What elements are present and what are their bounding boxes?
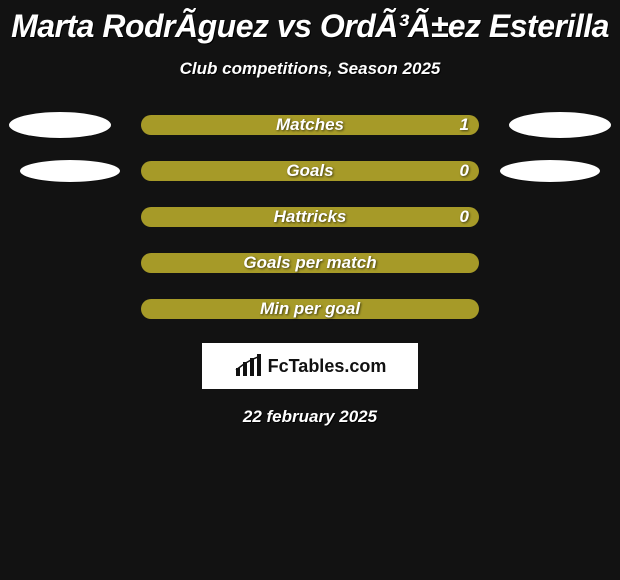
right-orb xyxy=(500,160,600,182)
stat-label: Goals per match xyxy=(243,253,376,273)
stat-rows: Matches 1 Goals 0 Hattricks 0 Goals per match M… xyxy=(0,115,620,319)
stat-label: Matches xyxy=(276,115,344,135)
stat-row: Min per goal xyxy=(0,299,620,319)
stat-bar: Goals per match xyxy=(141,253,479,273)
stat-label: Hattricks xyxy=(274,207,347,227)
stat-bar: Hattricks 0 xyxy=(141,207,479,227)
stat-label: Goals xyxy=(286,161,333,181)
stat-row: Hattricks 0 xyxy=(0,207,620,227)
stat-bar: Goals 0 xyxy=(141,161,479,181)
left-orb xyxy=(9,112,111,138)
comparison-title: Marta RodrÃ­guez vs OrdÃ³Ã±ez Esterilla xyxy=(0,0,620,45)
stat-row: Matches 1 xyxy=(0,115,620,135)
stat-bar: Matches 1 xyxy=(141,115,479,135)
left-orb xyxy=(20,160,120,182)
stat-row: Goals per match xyxy=(0,253,620,273)
stat-bar: Min per goal xyxy=(141,299,479,319)
watermark-badge: FcTables.com xyxy=(202,343,418,389)
snapshot-date: 22 february 2025 xyxy=(0,407,620,427)
stat-value-right: 1 xyxy=(460,115,469,135)
stat-label: Min per goal xyxy=(260,299,360,319)
comparison-subtitle: Club competitions, Season 2025 xyxy=(0,59,620,79)
stat-value-right: 0 xyxy=(460,161,469,181)
stat-row: Goals 0 xyxy=(0,161,620,181)
right-orb xyxy=(509,112,611,138)
bars-icon xyxy=(234,354,264,378)
stat-value-right: 0 xyxy=(460,207,469,227)
watermark-text: FcTables.com xyxy=(268,356,387,377)
